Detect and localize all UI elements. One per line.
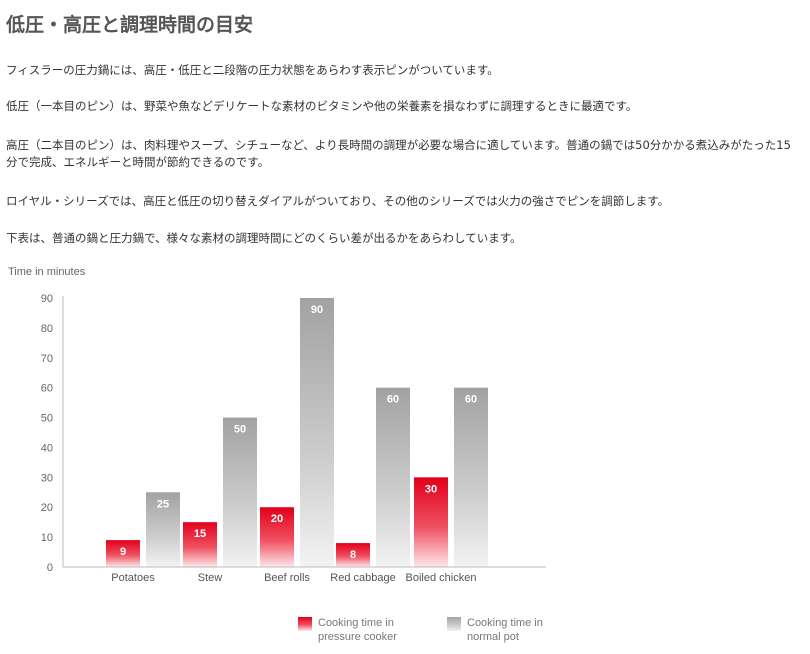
- y-tick-label: 0: [47, 562, 53, 574]
- category-label: Boiled chicken: [406, 572, 477, 584]
- y-axis-title: Time in minutes: [8, 266, 86, 278]
- low-pressure-paragraph: 低圧（一本目のピン）は、野菜や魚などデリケートな素材のビタミンや他の栄養素を損な…: [6, 99, 638, 113]
- y-tick-label: 80: [41, 323, 53, 335]
- bar-value-label: 8: [350, 549, 356, 561]
- bar-value-label: 60: [465, 394, 477, 406]
- category-label: Beef rolls: [264, 572, 310, 584]
- bar-value-label: 30: [425, 483, 437, 495]
- bar-normal-pot: [454, 387, 488, 567]
- y-tick-label: 90: [41, 293, 53, 305]
- legend-label: pressure cooker: [318, 631, 397, 643]
- bar-pressure-cooker: [260, 507, 294, 567]
- y-tick-label: 60: [41, 383, 53, 395]
- y-tick-label: 50: [41, 413, 53, 425]
- page-title: 低圧・高圧と調理時間の目安: [6, 14, 254, 36]
- high-pressure-paragraph: 高圧（二本目のピン）は、肉料理やスープ、シチューなど、より長時間の調理が必要な場…: [6, 138, 791, 169]
- bar-value-label: 60: [387, 394, 399, 406]
- bar-value-label: 90: [311, 304, 323, 316]
- bar-normal-pot: [300, 298, 334, 567]
- bar-pressure-cooker: [106, 540, 140, 567]
- bar-normal-pot: [146, 492, 180, 567]
- bar-pressure-cooker: [414, 477, 448, 567]
- bar-normal-pot: [376, 387, 410, 567]
- bar-value-label: 25: [157, 498, 169, 510]
- bar-value-label: 50: [234, 424, 246, 436]
- category-label: Potatoes: [111, 572, 155, 584]
- category-label: Red cabbage: [330, 572, 395, 584]
- y-tick-label: 30: [41, 472, 53, 484]
- bar-value-label: 9: [120, 546, 126, 558]
- table-intro-paragraph: 下表は、普通の鍋と圧力鍋で、様々な素材の調理時間にどのくらい差が出るかをあらわし…: [6, 231, 522, 245]
- legend-label: Cooking time in: [318, 617, 394, 629]
- legend-label: normal pot: [467, 631, 519, 643]
- intro-paragraph: フィスラーの圧力鍋には、高圧・低圧と二段階の圧力状態をあらわす表示ピンがついてい…: [6, 63, 499, 77]
- y-tick-label: 40: [41, 442, 53, 454]
- legend-swatch-normal-pot: [447, 617, 461, 631]
- bar-normal-pot: [223, 417, 257, 567]
- category-label: Stew: [198, 572, 223, 584]
- legend-swatch-pressure-cooker: [298, 617, 312, 631]
- bar-value-label: 20: [271, 513, 283, 525]
- cooking-time-chart: Time in minutes 0 10 20 30 40 50 60 70 80 90 9 25 1…: [8, 266, 546, 643]
- y-tick-label: 70: [41, 353, 53, 365]
- bar-pressure-cooker: [336, 543, 370, 567]
- legend-label: Cooking time in: [467, 617, 543, 629]
- bar-value-label: 15: [194, 528, 206, 540]
- y-tick-label: 10: [41, 532, 53, 544]
- bar-pressure-cooker: [183, 522, 217, 567]
- y-tick-label: 20: [41, 502, 53, 514]
- royal-series-paragraph: ロイヤル・シリーズでは、高圧と低圧の切り替えダイアルがついており、その他のシリー…: [6, 194, 670, 208]
